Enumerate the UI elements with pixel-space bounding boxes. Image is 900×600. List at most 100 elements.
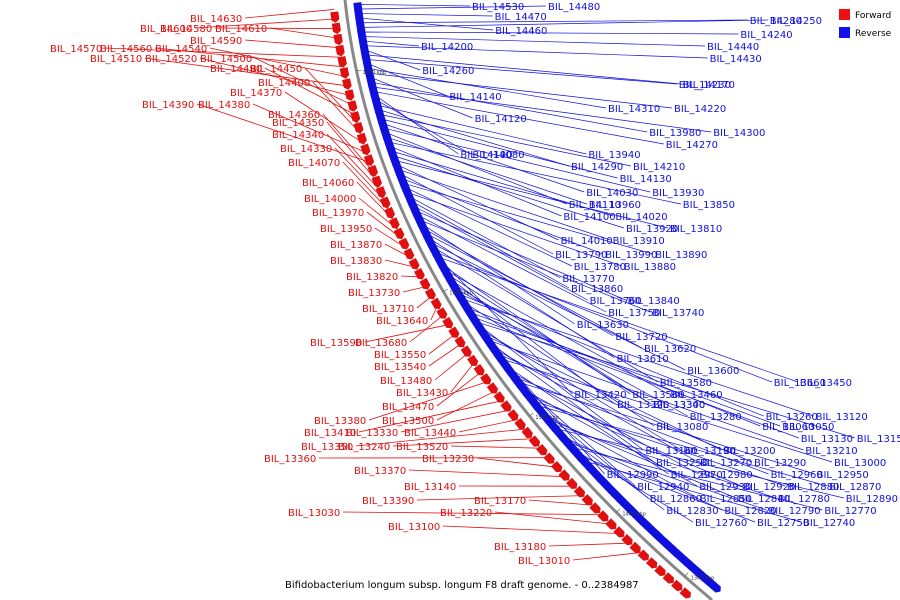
leader-line-bil-13890 xyxy=(405,183,654,255)
leader-line-bil-13290 xyxy=(500,354,753,463)
leader-line-bil-14580 xyxy=(214,27,337,29)
gene-label-bil-12960: BIL_12960 xyxy=(771,470,823,481)
gene-label-bil-14310: BIL_14310 xyxy=(608,104,660,115)
gene-label-bil-12750: BIL_12750 xyxy=(757,518,809,529)
scale-tick-label: 1400 kbp xyxy=(622,511,646,517)
gene-label-bil-13910: BIL_13910 xyxy=(613,236,665,247)
gene-label-bil-13180: BIL_13180 xyxy=(494,542,546,553)
forward-gene-arrow xyxy=(436,307,448,319)
gene-label-bil-13600: BIL_13600 xyxy=(687,366,739,377)
gene-label-bil-13680: BIL_13680 xyxy=(355,338,407,349)
gene-label-bil-14400: BIL_14400 xyxy=(258,78,310,89)
gene-label-bil-14390: BIL_14390 xyxy=(142,100,194,111)
scale-tick-mark xyxy=(356,69,362,72)
gene-label-bil-13580: BIL_13580 xyxy=(660,378,712,389)
gene-label-bil-12930: BIL_12930 xyxy=(699,482,751,493)
leader-line-bil-13980 xyxy=(373,82,648,133)
gene-label-bil-14590: BIL_14590 xyxy=(190,36,242,47)
gene-label-bil-14330: BIL_14330 xyxy=(280,144,332,155)
forward-gene-arrow xyxy=(424,287,436,300)
gene-label-bil-13820: BIL_13820 xyxy=(346,272,398,283)
scale-tick-mark xyxy=(616,508,621,513)
forward-gene-arrow xyxy=(467,354,479,366)
forward-gene-arrow xyxy=(339,67,350,79)
forward-gene-arrow xyxy=(528,435,541,447)
leader-line-bil-13660 xyxy=(438,252,772,383)
gene-label-bil-12840: BIL_12840 xyxy=(738,494,790,505)
gene-features xyxy=(330,2,721,599)
forward-gene-arrow xyxy=(350,111,361,123)
leader-line-bil-13050 xyxy=(472,313,781,427)
gene-label-bil-13300: BIL_13300 xyxy=(653,400,705,411)
leader-line-bil-13150 xyxy=(478,322,855,439)
leader-line-bil-13940 xyxy=(379,105,587,155)
gene-label-bil-13260: BIL_13260 xyxy=(766,412,818,423)
leader-line-bil-13440 xyxy=(458,419,518,433)
leader-line-bil-14130 xyxy=(383,119,618,179)
gene-label-bil-14290: BIL_14290 xyxy=(571,162,623,173)
scale-ticks: 1700 kbp 1600 kbp 1500 kbp 1400 kbp 1300 kbp xyxy=(356,69,715,581)
gene-label-bil-14520: BIL_14520 xyxy=(145,54,197,65)
gene-label-bil-14140: BIL_14140 xyxy=(449,92,501,103)
gene-label-bil-12760: BIL_12760 xyxy=(695,518,747,529)
gene-label-bil-14100: BIL_14100 xyxy=(563,212,615,223)
gene-label-bil-14220: BIL_14220 xyxy=(674,104,726,115)
gene-label-bil-14340: BIL_14340 xyxy=(272,130,324,141)
leader-line-bil-14120 xyxy=(372,77,473,119)
gene-label-bil-13940: BIL_13940 xyxy=(588,150,640,161)
forward-gene-arrow xyxy=(398,237,410,250)
leader-line-bil-13630 xyxy=(424,225,575,325)
gene-label-bil-13660: BIL_13660 xyxy=(774,378,826,389)
gene-label-bil-12860: BIL_12860 xyxy=(650,494,702,505)
forward-gene-arrow xyxy=(454,335,466,348)
leader-line-bil-14030 xyxy=(384,123,585,193)
leader-line-bil-13430 xyxy=(450,362,475,393)
leader-line-bil-12770 xyxy=(574,447,823,511)
leader-line-bil-14450 xyxy=(304,67,358,125)
forward-gene-arrow xyxy=(486,382,498,394)
gene-label-bil-12940: BIL_12940 xyxy=(637,482,689,493)
leader-line-bil-13380 xyxy=(368,381,488,421)
scale-tick-label: 1300 kbp xyxy=(691,575,715,581)
gene-label-bil-13470: BIL_13470 xyxy=(382,402,434,413)
leader-line-bil-13620 xyxy=(428,234,643,349)
gene-label-bil-14080: BIL_14080 xyxy=(472,150,524,161)
gene-label-bil-13920: BIL_13920 xyxy=(626,224,678,235)
gene-label-bil-13810: BIL_13810 xyxy=(670,224,722,235)
gene-label-bil-13250: BIL_13250 xyxy=(656,458,708,469)
forward-gene-arrow xyxy=(605,518,617,530)
gene-label-bil-13610: BIL_13610 xyxy=(617,354,669,365)
gene-label-bil-13760: BIL_13760 xyxy=(590,296,642,307)
genome-backbone xyxy=(343,0,713,600)
leader-line-bil-13100 xyxy=(442,525,621,534)
leader-line-bil-14250 xyxy=(362,19,768,28)
forward-gene-arrow xyxy=(558,469,570,481)
gene-label-bil-13390: BIL_13390 xyxy=(362,496,414,507)
leader-line-bil-14530 xyxy=(359,4,471,7)
gene-label-bil-13190: BIL_13190 xyxy=(683,446,735,457)
forward-gene-arrow xyxy=(375,186,387,198)
leader-line-bil-13470 xyxy=(436,371,482,407)
gene-label-bil-14490: BIL_14490 xyxy=(210,64,262,75)
leader-line-bil-14510 xyxy=(144,57,348,87)
forward-gene-arrow xyxy=(543,452,555,464)
gene-label-bil-13030: BIL_13030 xyxy=(288,508,340,519)
gene-label-bil-14460: BIL_14460 xyxy=(495,26,547,37)
leader-line-bil-14140 xyxy=(369,63,448,97)
leader-line-bil-13880 xyxy=(409,192,622,267)
gene-label-bil-13780: BIL_13780 xyxy=(574,262,626,273)
gene-label-bil-13360: BIL_13360 xyxy=(264,454,316,465)
leader-line-bil-13030 xyxy=(342,511,602,516)
leader-line-bil-13810 xyxy=(397,160,669,229)
gene-label-bil-13010: BIL_13010 xyxy=(518,556,570,567)
gene-label-bil-12880: BIL_12880 xyxy=(787,482,839,493)
leader-line-bil-13450 xyxy=(440,257,798,383)
leader-line-bil-14390 xyxy=(196,103,371,163)
gene-label-bil-13850: BIL_13850 xyxy=(683,200,735,211)
gene-label-bil-13220: BIL_13220 xyxy=(440,508,492,519)
leader-line-bil-13910 xyxy=(400,169,611,241)
gene-label-bil-13950: BIL_13950 xyxy=(320,224,372,235)
gene-label-bil-14580: BIL_14580 xyxy=(160,24,212,35)
leader-line-bil-14340 xyxy=(326,133,382,192)
gene-label-bil-13380: BIL_13380 xyxy=(314,416,366,427)
